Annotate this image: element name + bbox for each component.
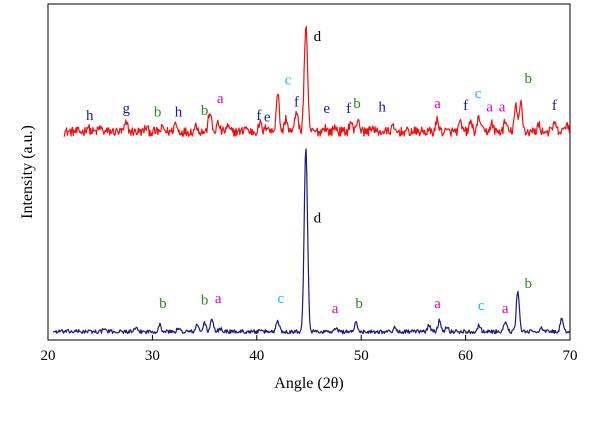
x-tick-label: 20 [41,348,56,364]
peak-label-c: c [478,298,485,314]
peak-label-c: c [285,73,292,89]
peak-label-f: f [256,108,261,124]
peak-label-e: e [323,101,330,117]
peak-label-b: b [355,296,363,312]
x-tick-label: 50 [354,348,369,364]
peak-label-c: c [277,291,284,307]
peak-label-a: a [215,291,222,307]
peak-label-b: b [154,105,162,121]
peak-label-h: h [86,108,94,124]
peak-label-b: b [201,293,209,309]
series-line-top [63,25,570,137]
peak-label-a: a [217,91,224,107]
peak-label-a: a [434,96,441,112]
peak-label-d: d [314,29,322,45]
x-axis-label: Angle (2θ) [274,375,343,392]
peak-label-a: a [486,100,493,116]
peak-label-g: g [123,101,131,117]
peak-label-f: f [294,94,299,110]
peak-label-b: b [201,103,209,119]
peak-label-a: a [332,301,339,317]
peak-label-c: c [475,86,482,102]
peak-label-b: b [524,71,532,87]
series-line-bottom [52,148,571,335]
peak-label-h: h [175,105,183,121]
peak-label-b: b [353,96,361,112]
x-tick-label: 70 [563,348,578,364]
plot-frame [47,3,571,341]
peak-label-d: d [314,210,322,226]
y-axis-label: Intensity (a.u.) [19,125,36,219]
x-tick-label: 60 [458,348,473,364]
x-tick-label: 40 [249,348,264,364]
peak-label-h: h [378,100,386,116]
peak-label-e: e [264,110,271,126]
x-tick-label: 30 [145,348,160,364]
peak-label-b: b [159,296,167,312]
peak-label-b: b [524,276,532,292]
peak-label-a: a [499,100,506,116]
x-ticks: 20 30 40 50 60 70 [41,335,578,364]
peak-label-f: f [552,98,557,114]
peak-label-f: f [463,98,468,114]
peak-label-a: a [502,301,509,317]
peak-label-a: a [434,296,441,312]
peak-label-f: f [346,101,351,117]
series-layer [52,25,571,335]
